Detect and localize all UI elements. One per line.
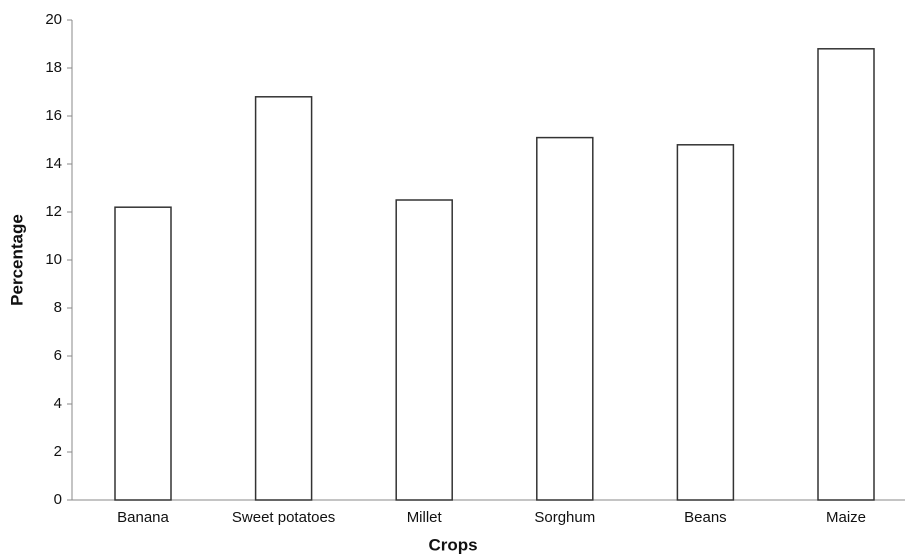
y-tick-label: 10 (45, 251, 62, 268)
bar (536, 136, 594, 501)
bar (114, 206, 172, 501)
y-tick-label: 0 (54, 491, 62, 508)
bar (254, 96, 313, 501)
bar (395, 199, 453, 501)
x-tick-label: Sweet potatoes (232, 509, 335, 526)
y-tick-label: 2 (54, 443, 62, 460)
y-axis-label: Percentage (7, 214, 26, 306)
y-tick-label: 18 (45, 59, 62, 76)
x-tick-label: Maize (826, 509, 866, 526)
x-axis-label: Crops (428, 535, 477, 554)
y-tick-label: 12 (45, 203, 62, 220)
x-tick-label: Millet (407, 509, 443, 526)
bar (817, 48, 875, 501)
y-tick-label: 6 (54, 347, 62, 364)
y-tick-label: 16 (45, 107, 62, 124)
y-tick-label: 4 (54, 395, 62, 412)
bar (676, 144, 735, 501)
y-tick-label: 8 (54, 299, 62, 316)
x-tick-label: Banana (117, 509, 169, 526)
x-tick-label: Beans (684, 509, 727, 526)
y-tick-label: 20 (45, 11, 62, 28)
x-tick-label: Sorghum (534, 509, 595, 526)
y-tick-label: 14 (45, 155, 62, 172)
